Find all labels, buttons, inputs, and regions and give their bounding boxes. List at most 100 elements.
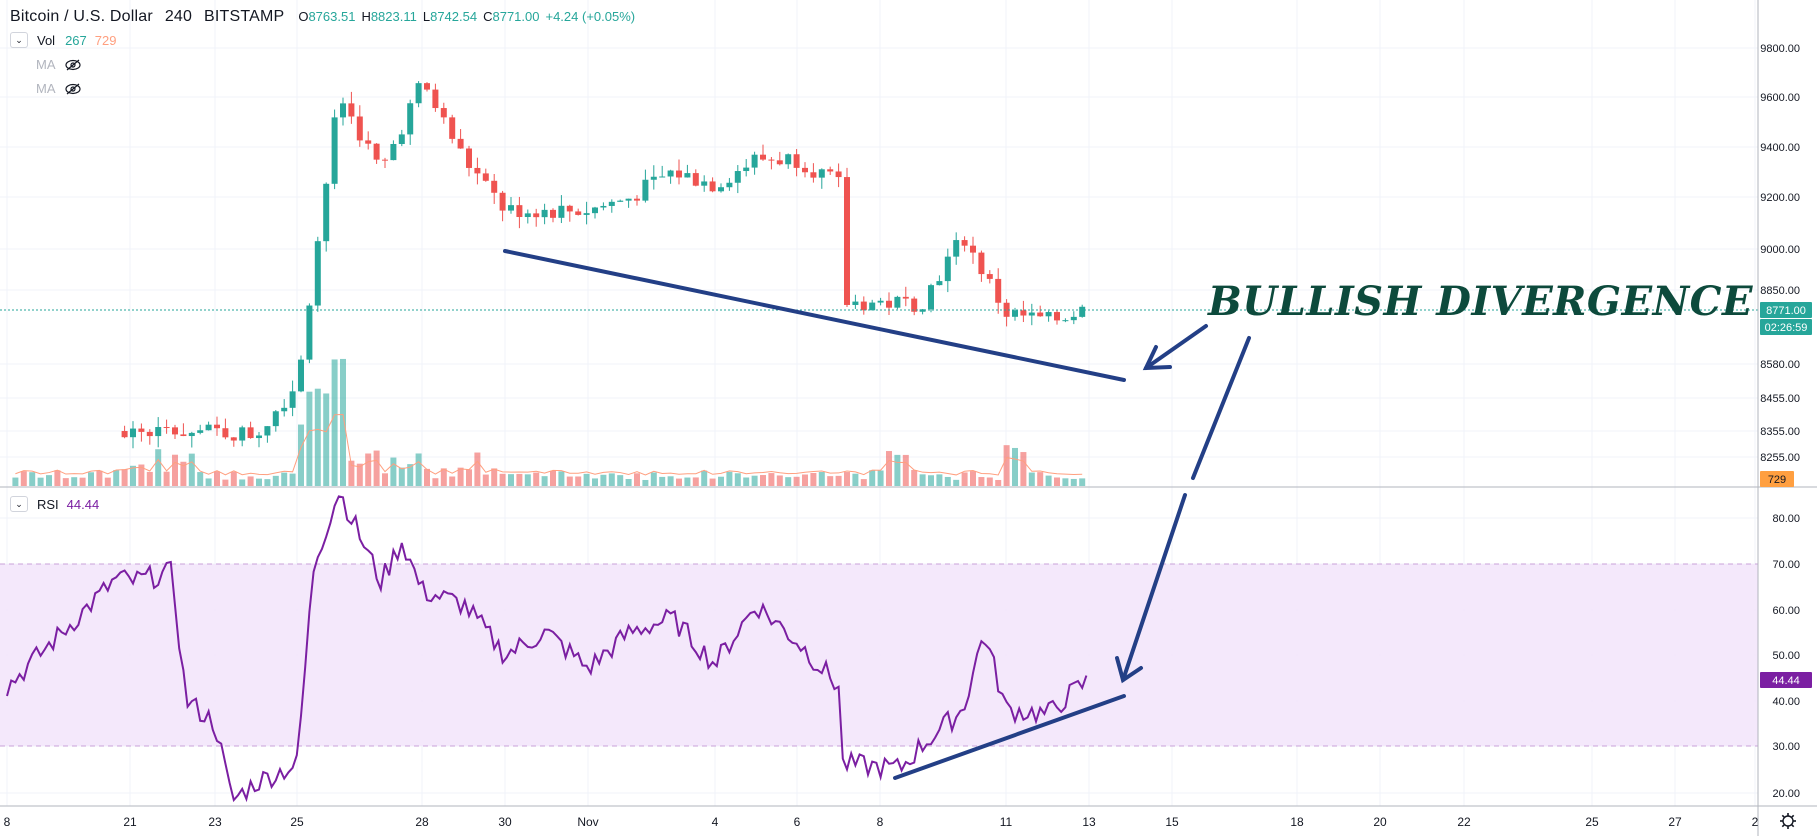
volume-bar xyxy=(272,475,279,486)
symbol-interval[interactable]: 240 xyxy=(164,8,193,25)
volume-bar xyxy=(524,474,531,486)
svg-text:729: 729 xyxy=(1768,474,1786,486)
volume-bar xyxy=(172,454,178,486)
volume-bar xyxy=(911,470,918,486)
arrow-to-price-trendline xyxy=(1142,324,1208,371)
volume-bar xyxy=(936,474,943,486)
volume-bar xyxy=(54,470,61,486)
volume-bar xyxy=(953,479,960,486)
candle-body xyxy=(541,209,548,218)
svg-text:44.44: 44.44 xyxy=(1772,675,1800,687)
candle-body xyxy=(995,278,1002,303)
price-trendline xyxy=(503,249,1126,382)
candle-body xyxy=(902,296,909,299)
volume-bar xyxy=(1079,478,1086,486)
candle-body xyxy=(575,211,582,215)
candle-body xyxy=(928,285,934,310)
volume-bar xyxy=(130,465,136,486)
eye-hidden-icon[interactable] xyxy=(64,83,82,95)
candle-body xyxy=(146,431,153,437)
change-value: +4.24 (+0.05%) xyxy=(545,9,636,24)
ma-legend-1[interactable]: MA xyxy=(36,57,82,72)
time-tick-label: 22 xyxy=(1457,815,1471,829)
candle-body xyxy=(776,160,783,165)
volume-bar xyxy=(776,475,783,486)
volume-bar xyxy=(785,477,792,486)
time-axis[interactable]: 8 21 23 25 28 30 Nov 4 6 8 11 13 15 18 20 22 25 27 2 xyxy=(4,815,1759,829)
ma-label: MA xyxy=(36,57,56,72)
rsi-tick-label: 30.00 xyxy=(1772,741,1800,753)
time-tick-label: 23 xyxy=(208,815,222,829)
candle-body xyxy=(130,428,136,438)
candle-body xyxy=(852,301,859,305)
volume-bar xyxy=(1012,447,1018,486)
volume-bar xyxy=(608,473,615,486)
candle-body xyxy=(356,116,363,141)
volume-bar xyxy=(214,471,220,486)
candle-body xyxy=(172,427,178,435)
settings-gear-icon[interactable] xyxy=(1780,813,1796,829)
volume-bar xyxy=(398,467,405,486)
volume-bar xyxy=(163,471,170,486)
volume-bar xyxy=(760,475,766,486)
candle-body xyxy=(323,183,330,242)
eye-hidden-icon[interactable] xyxy=(64,59,82,71)
candle-body xyxy=(894,296,901,308)
candle-body xyxy=(1012,310,1018,317)
volume-bar xyxy=(449,476,456,486)
time-tick-label: 15 xyxy=(1165,815,1179,829)
candle-body xyxy=(230,437,237,441)
ma-legend-2[interactable]: MA xyxy=(36,81,82,96)
symbol-name[interactable]: Bitcoin / U.S. Dollar xyxy=(10,8,153,25)
volume-bar xyxy=(1062,478,1069,486)
candle-body xyxy=(701,181,708,186)
volume-bar xyxy=(592,478,598,486)
volume-bar xyxy=(138,464,145,486)
candle-body xyxy=(793,154,800,168)
time-tick-label: 25 xyxy=(290,815,304,829)
volume-bar xyxy=(415,453,422,486)
volume-bar xyxy=(373,450,380,486)
volume-bar xyxy=(1054,477,1060,486)
candle-body xyxy=(558,205,565,218)
chevron-down-icon: ⌄ xyxy=(15,498,23,509)
candle-body xyxy=(751,154,758,168)
volume-bar xyxy=(709,478,716,486)
time-tick-label: 25 xyxy=(1585,815,1599,829)
volume-bar xyxy=(944,476,951,486)
rsi-label[interactable]: RSI xyxy=(37,496,59,512)
arrow-to-rsi-trendline xyxy=(1115,336,1251,684)
volume-bar xyxy=(356,463,363,486)
price-tick-label: 8850.00 xyxy=(1760,285,1800,297)
candle-body xyxy=(1070,316,1077,321)
volume-bar xyxy=(684,477,691,486)
candle-body xyxy=(407,103,414,135)
collapse-rsi-button[interactable]: ⌄ xyxy=(10,496,28,512)
collapse-legend-button[interactable]: ⌄ xyxy=(10,32,28,48)
volume-bar xyxy=(667,476,674,486)
volume-bar xyxy=(508,474,514,486)
candle-body xyxy=(827,169,834,172)
candle-body xyxy=(373,143,380,160)
volume-bar xyxy=(306,391,313,486)
chevron-down-icon: ⌄ xyxy=(15,34,23,45)
candle-body xyxy=(1062,320,1069,322)
volume-bar xyxy=(575,476,582,486)
rsi-line xyxy=(6,495,1088,803)
price-axis[interactable]: 9800.00 9600.00 9400.00 9200.00 9000.00 8850.… xyxy=(1760,43,1800,464)
rsi-axis[interactable]: 80.00 70.00 60.00 50.00 40.00 30.00 20.00 xyxy=(1772,513,1800,800)
candle-body xyxy=(440,108,447,118)
candle-body xyxy=(566,205,573,212)
volume-label[interactable]: Vol xyxy=(37,32,56,48)
candle-body xyxy=(256,435,262,439)
time-tick-label: 30 xyxy=(498,815,512,829)
candle-body xyxy=(491,180,498,193)
volume-value-2: 729 xyxy=(94,32,117,48)
volume-bar xyxy=(146,471,153,486)
candle-body xyxy=(684,173,691,178)
candle-body xyxy=(306,305,313,360)
candle-body xyxy=(911,298,918,312)
volume-bar xyxy=(617,475,624,486)
candle-body xyxy=(810,172,817,178)
